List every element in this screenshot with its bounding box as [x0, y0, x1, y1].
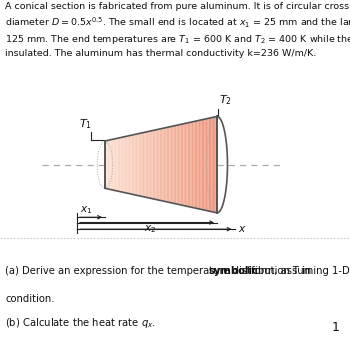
Polygon shape	[160, 129, 161, 200]
Polygon shape	[134, 134, 136, 195]
Text: (a) Derive an expression for the temperature distribution T in: (a) Derive an expression for the tempera…	[5, 266, 315, 276]
Polygon shape	[175, 125, 176, 204]
Polygon shape	[140, 133, 141, 196]
Polygon shape	[193, 121, 195, 208]
Polygon shape	[200, 120, 202, 210]
Polygon shape	[150, 131, 151, 198]
Polygon shape	[181, 124, 182, 205]
Polygon shape	[133, 135, 134, 195]
Text: $x_1$: $x_1$	[80, 204, 92, 216]
Polygon shape	[178, 125, 179, 204]
Polygon shape	[202, 120, 203, 210]
Text: $x_2$: $x_2$	[145, 223, 156, 235]
Polygon shape	[115, 139, 116, 191]
Polygon shape	[209, 118, 210, 211]
Polygon shape	[216, 116, 217, 213]
Polygon shape	[199, 120, 200, 209]
Polygon shape	[174, 126, 175, 204]
Polygon shape	[144, 132, 146, 197]
Polygon shape	[136, 134, 137, 195]
Polygon shape	[176, 125, 178, 204]
Polygon shape	[203, 119, 204, 210]
Polygon shape	[210, 118, 211, 212]
Polygon shape	[162, 128, 164, 201]
Polygon shape	[137, 134, 139, 196]
Polygon shape	[169, 126, 171, 203]
Polygon shape	[213, 117, 214, 212]
Polygon shape	[153, 130, 154, 199]
Polygon shape	[112, 139, 113, 190]
Text: A conical section is fabricated from pure aluminum. It is of circular cross sect: A conical section is fabricated from pur…	[5, 2, 350, 58]
Polygon shape	[165, 127, 167, 202]
Polygon shape	[192, 122, 193, 208]
Polygon shape	[168, 127, 169, 202]
Polygon shape	[155, 130, 157, 200]
Polygon shape	[130, 135, 132, 194]
Polygon shape	[189, 122, 190, 207]
Polygon shape	[183, 123, 185, 206]
Polygon shape	[116, 138, 118, 191]
Text: $x$: $x$	[238, 224, 246, 234]
Polygon shape	[106, 140, 108, 189]
Polygon shape	[109, 140, 111, 190]
Polygon shape	[147, 131, 148, 198]
Polygon shape	[108, 140, 109, 189]
Polygon shape	[113, 139, 115, 191]
Polygon shape	[186, 123, 188, 207]
Polygon shape	[188, 123, 189, 207]
Polygon shape	[119, 138, 120, 192]
Polygon shape	[127, 136, 129, 194]
Polygon shape	[167, 127, 168, 202]
Polygon shape	[195, 121, 196, 208]
Polygon shape	[214, 117, 216, 213]
Polygon shape	[171, 126, 172, 203]
Polygon shape	[126, 136, 127, 193]
Text: form, assuming 1-D: form, assuming 1-D	[248, 266, 350, 276]
Polygon shape	[161, 128, 162, 201]
Polygon shape	[148, 131, 150, 198]
Polygon shape	[207, 118, 209, 211]
Text: (b) Calculate the heat rate $q_x$.: (b) Calculate the heat rate $q_x$.	[5, 316, 156, 330]
Polygon shape	[118, 138, 119, 191]
Polygon shape	[151, 130, 153, 199]
Polygon shape	[120, 137, 122, 192]
Polygon shape	[125, 136, 126, 193]
Polygon shape	[143, 132, 144, 197]
Polygon shape	[129, 136, 130, 194]
Polygon shape	[164, 128, 165, 201]
Polygon shape	[197, 120, 199, 209]
Polygon shape	[123, 137, 125, 193]
Text: symbolic: symbolic	[208, 266, 258, 276]
Polygon shape	[190, 122, 192, 207]
Polygon shape	[172, 126, 174, 203]
Polygon shape	[139, 133, 140, 196]
Polygon shape	[146, 132, 147, 197]
Polygon shape	[182, 124, 183, 206]
Polygon shape	[179, 124, 181, 205]
Polygon shape	[211, 117, 213, 212]
Text: $T_1$: $T_1$	[79, 118, 92, 131]
Polygon shape	[122, 137, 123, 192]
Polygon shape	[154, 130, 155, 199]
Polygon shape	[204, 119, 206, 211]
Polygon shape	[132, 135, 133, 194]
Text: $T_2$: $T_2$	[219, 93, 232, 107]
Polygon shape	[196, 121, 197, 209]
Polygon shape	[111, 140, 112, 190]
Polygon shape	[105, 141, 106, 189]
Polygon shape	[157, 129, 158, 200]
Polygon shape	[141, 133, 143, 197]
Polygon shape	[158, 129, 160, 200]
Polygon shape	[185, 123, 186, 206]
Text: 1: 1	[332, 321, 340, 334]
Polygon shape	[206, 119, 207, 211]
Text: condition.: condition.	[5, 294, 55, 304]
